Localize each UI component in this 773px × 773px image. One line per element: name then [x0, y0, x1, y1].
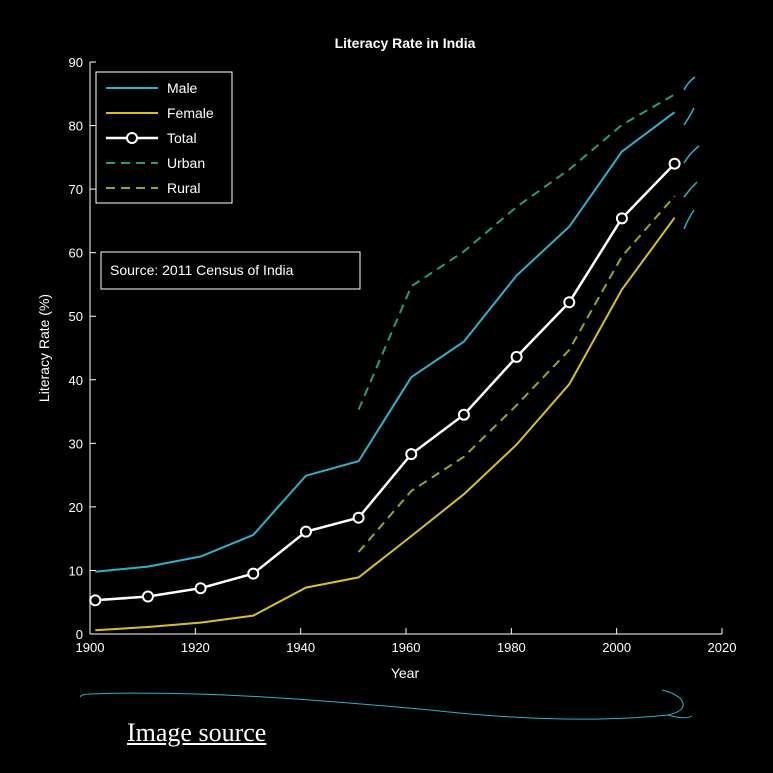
legend-label-urban: Urban: [167, 155, 205, 171]
y-tick-label: 80: [69, 119, 83, 134]
data-point-total: [141, 590, 154, 603]
data-point-total: [89, 594, 102, 607]
chart-title: Literacy Rate in India: [335, 35, 476, 51]
data-point-total: [247, 567, 260, 580]
legend-label-total: Total: [167, 130, 197, 146]
data-point-total: [299, 525, 312, 538]
y-tick-label: 40: [69, 373, 83, 388]
data-point-total: [405, 448, 418, 461]
legend-label-male: Male: [167, 80, 198, 96]
series-line-female: [95, 217, 676, 632]
data-point-total: [352, 511, 365, 524]
data-point-total: [668, 157, 681, 170]
plot-area: 0 10 20 30 40 50 60 70 80 90 1900 1920 1940 1960 1980 2…: [69, 55, 737, 655]
y-tick-label: 50: [69, 309, 83, 324]
y-tick-label: 70: [69, 182, 83, 197]
x-tick-label: 1960: [392, 640, 421, 655]
x-tick-label: 1940: [286, 640, 315, 655]
x-tick-label: 1920: [181, 640, 210, 655]
squiggle-top-5: [683, 209, 695, 230]
y-axis-label: Literacy Rate (%): [36, 294, 52, 402]
data-point-total: [615, 212, 628, 225]
legend-label-female: Female: [167, 105, 214, 121]
series-line-total: [95, 162, 676, 602]
x-tick-label: 1900: [76, 640, 105, 655]
legend-marker-total: [126, 132, 138, 144]
data-point-total: [457, 408, 470, 421]
x-tick-label: 2020: [708, 640, 737, 655]
x-tick-label: 1980: [497, 640, 526, 655]
data-point-total: [510, 350, 523, 363]
squiggle-top-3: [683, 145, 700, 164]
x-tick-label: 2000: [602, 640, 631, 655]
source-annotation-box: [100, 251, 361, 290]
y-tick-label: 60: [69, 246, 83, 261]
source-annotation-text: Source: 2011 Census of India: [110, 262, 294, 278]
y-tick-label: 10: [69, 563, 83, 578]
image-source-link[interactable]: Image source: [127, 718, 267, 747]
y-tick-label: 0: [76, 627, 83, 642]
x-axis-label: Year: [391, 665, 420, 681]
legend: Male Female Total Urban Rural: [95, 71, 233, 204]
squiggle-bottom: [79, 689, 693, 720]
squiggle-top-4: [683, 181, 698, 198]
y-tick-label: 90: [69, 55, 83, 70]
squiggle-top-1: [683, 76, 696, 91]
y-tick-label: 20: [69, 500, 83, 515]
source-annotation: Source: 2011 Census of India: [100, 251, 361, 290]
data-point-total: [194, 582, 207, 595]
series-line-rural: [357, 195, 676, 553]
data-point-total: [563, 296, 576, 309]
legend-label-rural: Rural: [167, 180, 200, 196]
y-tick-label: 30: [69, 436, 83, 451]
decorative-squiggles: [79, 76, 700, 720]
squiggle-top-2: [683, 107, 695, 126]
series-line-male: [95, 111, 676, 573]
